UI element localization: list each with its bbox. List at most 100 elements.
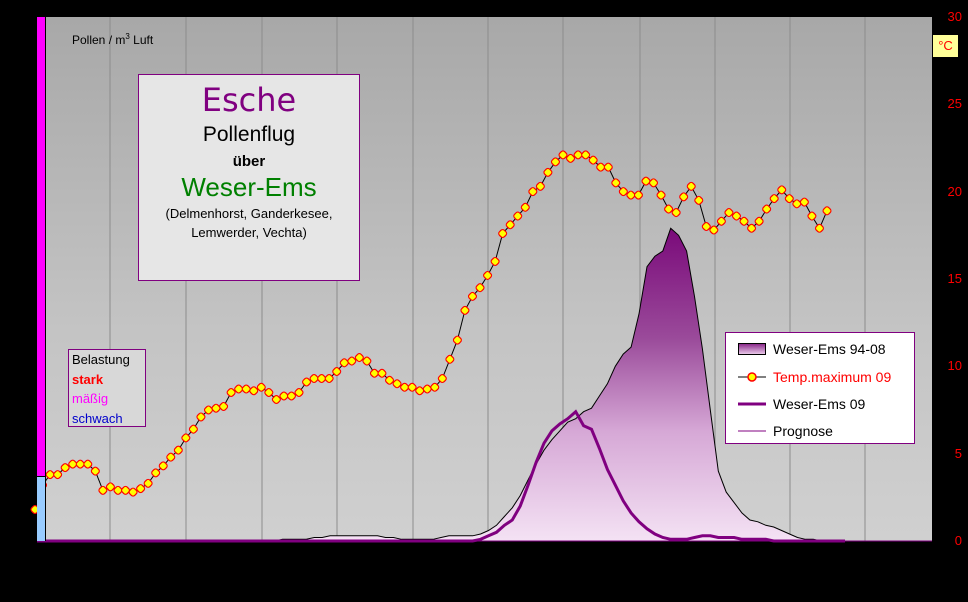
ylabel-superscript: 3 [125,32,130,41]
temperature-marker [362,356,372,366]
plant-name: Esche [201,81,297,119]
temperature-marker [121,485,131,495]
temperature-marker [626,190,636,200]
thin-line-icon [738,430,766,432]
temperature-marker [581,150,591,160]
temperature-marker [739,216,749,226]
temperature-marker [437,374,447,384]
severity-title: Belastung [72,352,130,367]
temperature-marker [535,181,545,191]
right-axis-tick: 5 [954,446,962,461]
temperature-marker [566,153,576,163]
temperature-marker [105,482,115,492]
temperature-marker [98,485,108,495]
temperature-marker [128,487,138,497]
severity-bar-low [37,476,46,541]
temperature-marker [219,401,229,411]
temperature-marker [807,211,817,221]
temperature-marker [264,387,274,398]
severity-legend: Belastung stark mäßig schwach [68,349,146,427]
temperature-marker [709,225,719,235]
temperature-marker [136,484,146,494]
temperature-marker [769,194,779,204]
temperature-marker [445,354,455,364]
temperature-marker [377,368,387,378]
temperature-marker [173,445,183,455]
legend-label: Temp.maximum 09 [773,369,892,385]
temperature-marker [716,216,726,226]
marker-line-icon [738,372,766,382]
temperature-marker [256,382,266,392]
temperature-marker [460,305,470,315]
temperature-marker [339,358,349,368]
right-axis-tick: 20 [947,184,962,199]
temperature-marker [633,190,643,200]
temperature-marker [211,403,221,413]
temperature-marker [324,374,334,384]
temperature-marker [196,412,206,422]
right-axis-tick: 10 [947,358,962,373]
temperature-marker [777,185,787,195]
temperature-marker [234,384,244,394]
temperature-marker [385,375,395,385]
temperature-marker [400,382,410,392]
temperature-marker [596,162,606,172]
temperature-marker [498,229,508,239]
temperature-marker [151,468,161,478]
temperature-marker [505,220,515,230]
chart-legend: Weser-Ems 94-08 Temp.maximum 09 Weser-Em… [725,332,915,444]
temperature-marker [158,461,168,471]
right-axis-tick: 30 [947,9,962,24]
temperature-marker [407,382,417,392]
temperature-marker [203,405,213,415]
legend-label: Prognose [773,423,833,439]
temperature-marker [701,222,711,232]
right-axis-tick: 25 [947,96,962,111]
temperature-marker [528,187,538,197]
temperature-marker [543,167,553,177]
temperature-marker [271,394,281,405]
temperature-marker [686,181,696,191]
temperature-marker [490,256,500,266]
temperature-marker [113,485,123,495]
temperature-marker [286,391,296,401]
temperature-marker [799,197,809,207]
temperature-marker [60,463,70,473]
temperature-marker [279,391,289,401]
temperature-marker [181,433,191,443]
temperature-marker [558,150,568,160]
temperature-marker [792,199,802,209]
temperature-marker [83,459,93,469]
legend-label: Weser-Ems 09 [773,396,866,412]
temperature-marker [241,384,251,394]
severity-stark: stark [72,371,104,387]
temperature-marker [754,216,764,226]
chart-title-box: Esche Pollenflug über Weser-Ems (Delmenh… [138,74,360,281]
severity-schwach: schwach [72,410,123,426]
severity-bar-high [37,17,46,476]
temperature-marker [347,356,357,366]
region-name: Weser-Ems [181,172,317,202]
temperature-marker [452,335,462,345]
temperature-marker [166,452,176,462]
temperature-marker [45,470,55,480]
temperature-marker [731,211,741,221]
temperature-marker [422,384,432,394]
temperature-marker [53,470,63,480]
temperature-marker [679,192,689,202]
ylabel-text: Pollen / m [72,33,126,47]
temperature-marker [68,459,78,469]
towns-line-2: Lemwerder, Vechta) [191,225,307,240]
temperature-marker [188,424,198,434]
temperature-marker [415,386,425,396]
temperature-marker [603,162,613,172]
temperature-marker [784,194,794,204]
temperature-marker [513,211,523,221]
temperature-marker [90,466,100,476]
right-axis-tick: 15 [947,271,962,286]
temperature-marker [664,204,674,214]
temperature-marker [475,283,485,293]
temperature-marker [249,386,259,396]
temperature-marker [573,150,583,160]
temperature-marker [483,270,493,280]
